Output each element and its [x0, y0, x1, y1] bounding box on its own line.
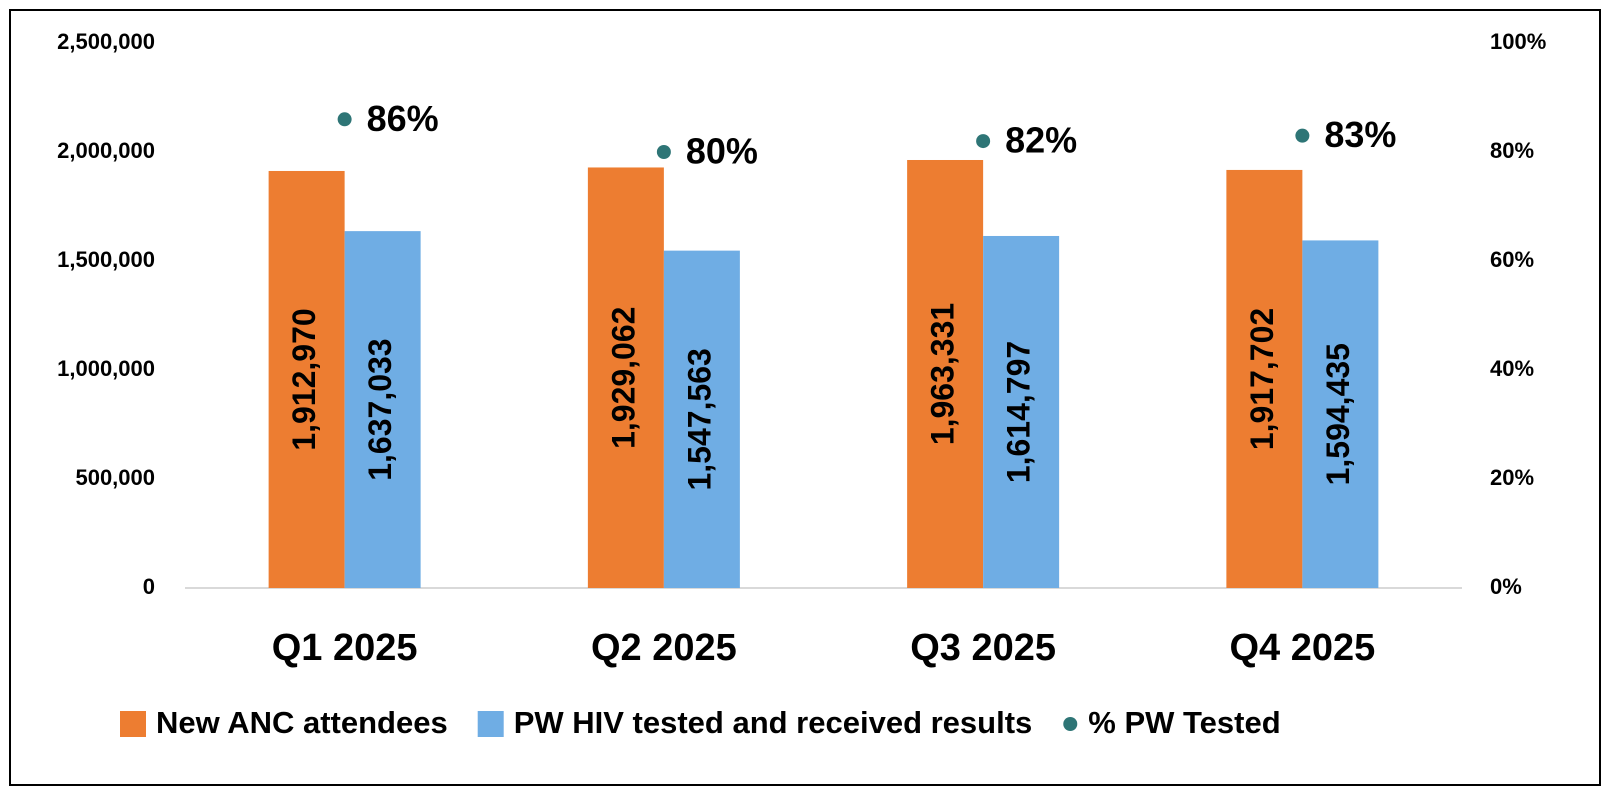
x-tick-label: Q3 2025 — [910, 627, 1056, 669]
y-tick-label: 500,000 — [75, 465, 155, 490]
bar-value-label: 1,547,563 — [681, 348, 717, 490]
bar-value-label: 1,912,970 — [286, 308, 322, 450]
y2-tick-label: 60% — [1490, 247, 1534, 272]
point — [337, 112, 352, 127]
y-tick-label: 0 — [143, 574, 155, 599]
bar — [907, 159, 984, 588]
bar — [344, 231, 421, 588]
bar-value-label: 1,637,033 — [362, 338, 398, 480]
legend-label: % PW Tested — [1088, 705, 1280, 740]
y2-tick-label: 100% — [1490, 29, 1546, 54]
legend-swatch — [477, 711, 504, 737]
x-tick-label: Q2 2025 — [591, 627, 737, 669]
y-tick-label: 2,500,000 — [57, 29, 155, 54]
bar — [1226, 169, 1303, 588]
point — [976, 134, 991, 149]
bar-value-label: 1,594,435 — [1320, 343, 1356, 485]
y2-tick-label: 40% — [1490, 356, 1534, 381]
bar-value-label: 1,963,331 — [925, 303, 961, 445]
bar-value-label: 1,614,797 — [1001, 341, 1037, 483]
point-value-label: 80% — [686, 131, 758, 172]
point-value-label: 82% — [1005, 120, 1077, 161]
y2-tick-label: 80% — [1490, 138, 1534, 163]
point-value-label: 86% — [367, 98, 439, 139]
bar — [268, 170, 345, 588]
legend-marker — [1063, 717, 1078, 731]
point-value-label: 83% — [1324, 114, 1396, 155]
point — [656, 145, 671, 159]
y-tick-label: 2,000,000 — [57, 138, 155, 163]
y2-tick-label: 0% — [1490, 574, 1522, 599]
x-tick-label: Q1 2025 — [272, 627, 418, 669]
point — [1295, 128, 1310, 143]
bar — [1302, 240, 1379, 588]
y2-tick-label: 20% — [1490, 465, 1534, 490]
y-tick-label: 1,000,000 — [57, 356, 155, 381]
bar-value-label: 1,917,702 — [1244, 308, 1280, 450]
legend-label: PW HIV tested and received results — [514, 705, 1033, 740]
y-tick-label: 1,500,000 — [57, 247, 155, 272]
bar-value-label: 1,929,062 — [605, 307, 641, 449]
bar — [587, 167, 664, 588]
x-tick-label: Q4 2025 — [1229, 627, 1375, 669]
legend-label: New ANC attendees — [156, 705, 448, 740]
bar — [983, 235, 1060, 589]
legend-swatch — [120, 711, 146, 737]
bar — [663, 250, 740, 588]
